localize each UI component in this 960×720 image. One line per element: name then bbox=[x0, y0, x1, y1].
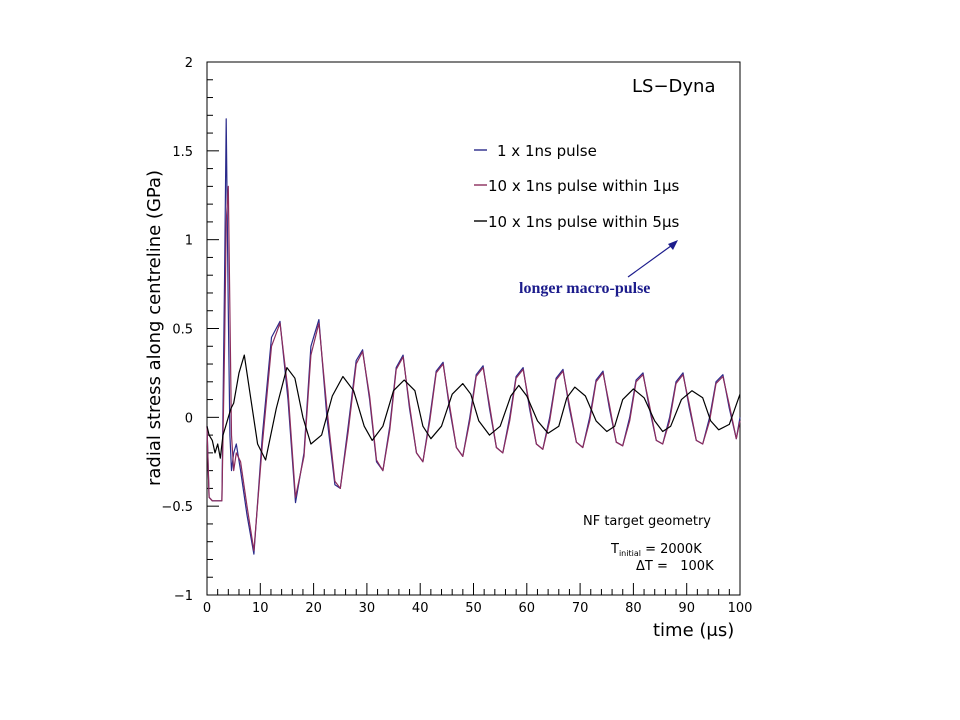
x-tick-label: 20 bbox=[305, 601, 322, 616]
series-line-3 bbox=[206, 354, 741, 461]
info-t-subscript: initial bbox=[619, 549, 641, 558]
y-tick-label: 1.5 bbox=[172, 145, 193, 160]
y-tick-label: 1 bbox=[185, 234, 193, 249]
series-layer bbox=[206, 118, 741, 555]
info-geometry: NF target geometry bbox=[583, 514, 711, 529]
x-tick-label: 10 bbox=[252, 601, 269, 616]
x-tick-label: 80 bbox=[625, 601, 642, 616]
info-tinitial: Tinitial = 2000K bbox=[610, 542, 702, 558]
x-tick-label: 70 bbox=[572, 601, 589, 616]
legend-label-1: 1 x 1ns pulse bbox=[497, 142, 597, 160]
tick-labels: 0 10 20 30 40 50 60 70 80 90 100 −1 −0.5 0 0.5 1 1.5 2 bbox=[161, 56, 752, 616]
legend-label-3: 10 x 1ns pulse within 5μs bbox=[488, 213, 679, 231]
y-axis-title: radial stress along centreline (GPa) bbox=[144, 170, 165, 486]
y-tick-label: −1 bbox=[174, 589, 193, 604]
legend: 1 x 1ns pulse 10 x 1ns pulse within 1μs 10… bbox=[474, 142, 679, 231]
x-tick-label: 100 bbox=[728, 601, 753, 616]
x-tick-label: 40 bbox=[412, 601, 429, 616]
info-delta-t: ΔT = 100K bbox=[636, 559, 714, 574]
axis-ticks bbox=[206, 61, 741, 596]
series-line-2 bbox=[206, 185, 741, 552]
x-tick-label: 50 bbox=[465, 601, 482, 616]
x-tick-label: 30 bbox=[359, 601, 376, 616]
annotation-arrow bbox=[627, 240, 678, 278]
info-t-value: = 2000K bbox=[641, 542, 702, 557]
chart-title: LS−Dyna bbox=[632, 76, 716, 97]
y-tick-label: 0 bbox=[185, 411, 193, 426]
legend-label-2: 10 x 1ns pulse within 1μs bbox=[488, 177, 679, 195]
arrow-head bbox=[668, 240, 678, 250]
x-axis-title: time (μs) bbox=[653, 620, 734, 641]
info-t-symbol: T bbox=[610, 542, 619, 557]
arrow-line bbox=[627, 242, 676, 278]
y-tick-label: 2 bbox=[185, 56, 193, 71]
x-tick-label: 0 bbox=[203, 601, 211, 616]
x-tick-label: 60 bbox=[519, 601, 536, 616]
y-tick-label: 0.5 bbox=[172, 323, 193, 338]
annotation-longer-macro-pulse: longer macro-pulse bbox=[519, 280, 650, 297]
y-tick-label: −0.5 bbox=[161, 500, 193, 515]
x-tick-label: 90 bbox=[678, 601, 695, 616]
